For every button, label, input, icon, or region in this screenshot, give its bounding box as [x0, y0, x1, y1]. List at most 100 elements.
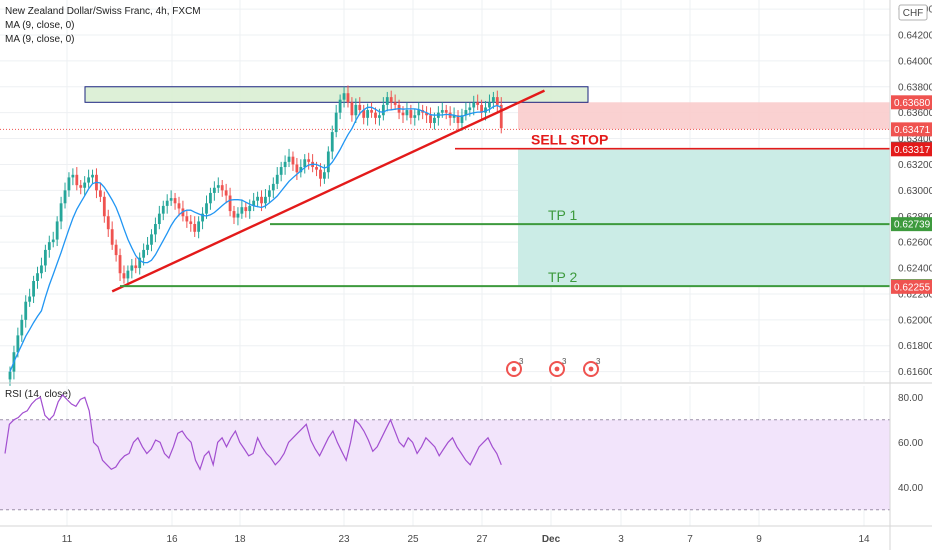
- price-label-text: 0.63317: [894, 145, 931, 156]
- candle: [393, 94, 397, 111]
- candle: [464, 102, 468, 121]
- candle-body: [40, 265, 43, 274]
- candle-body: [177, 203, 181, 209]
- support-trendline[interactable]: [111, 89, 545, 293]
- candle-body: [79, 185, 83, 188]
- candle-body: [232, 211, 236, 218]
- rsi-tick-label[interactable]: 60.00: [898, 438, 923, 449]
- candle-body: [134, 265, 138, 269]
- candle-body: [212, 187, 216, 193]
- candle-body: [20, 319, 24, 336]
- price-tick-label: 0.63600: [898, 108, 932, 119]
- candle-body: [283, 161, 287, 168]
- candle: [47, 235, 51, 258]
- candle-body: [130, 265, 134, 271]
- rsi-legend[interactable]: RSI (14, close): [5, 389, 71, 400]
- candle-body: [425, 112, 428, 116]
- candle-body: [169, 198, 173, 201]
- time-tick-label[interactable]: 16: [166, 534, 178, 545]
- price-tick-label: 0.64200: [898, 30, 932, 41]
- time-tick-label[interactable]: 18: [234, 534, 246, 545]
- candle-body: [110, 229, 114, 245]
- economic-event-badges[interactable]: 3 3 3: [506, 357, 601, 377]
- take-profit-zone[interactable]: [518, 148, 890, 287]
- candle: [303, 154, 307, 174]
- price-axis[interactable]: 0.644000.642000.640000.638000.636000.634…: [898, 5, 932, 379]
- candle: [362, 104, 366, 125]
- time-tick-label[interactable]: 3: [618, 534, 624, 545]
- candle: [169, 190, 173, 206]
- candle-body: [114, 244, 118, 256]
- candle: [43, 244, 47, 272]
- candle-body: [315, 167, 318, 170]
- candle: [460, 108, 464, 131]
- event-badge[interactable]: 3: [583, 357, 601, 377]
- candle: [334, 104, 338, 138]
- candle-body: [189, 221, 193, 225]
- time-tick-label[interactable]: Dec: [542, 534, 561, 545]
- resistance-zone[interactable]: [84, 86, 589, 103]
- price-label-bg: [891, 95, 932, 110]
- tp1-label: TP 1: [548, 207, 578, 223]
- candle-body: [413, 115, 417, 118]
- candle-body: [476, 102, 480, 105]
- candle-body: [28, 296, 32, 302]
- candle-body: [326, 151, 330, 173]
- candle: [495, 90, 499, 113]
- candle: [40, 257, 43, 279]
- candle: [212, 181, 216, 201]
- candle: [291, 151, 295, 171]
- candle-body: [197, 221, 201, 232]
- candle: [381, 97, 385, 121]
- candle-body: [279, 167, 283, 175]
- candle-body: [36, 273, 39, 281]
- time-tick-label[interactable]: 9: [756, 534, 762, 545]
- candle-body: [256, 196, 259, 201]
- time-tick-label[interactable]: 7: [687, 534, 693, 545]
- time-tick-label[interactable]: 23: [338, 534, 350, 545]
- time-axis[interactable]: 11 16 18 23 25 27 Dec 3 7 9 14: [62, 534, 870, 545]
- time-tick-label[interactable]: 27: [476, 534, 488, 545]
- candle: [216, 177, 220, 193]
- candle: [209, 187, 212, 210]
- ma-legend-2[interactable]: MA (9, close, 0): [5, 34, 74, 45]
- rsi-axis[interactable]: 80.00 60.00 40.00: [898, 393, 923, 494]
- stop-loss-zone[interactable]: [518, 102, 890, 130]
- candle: [476, 94, 480, 111]
- candle: [126, 265, 130, 285]
- rsi-tick-label[interactable]: 80.00: [898, 393, 923, 404]
- candle: [118, 248, 122, 281]
- candle-body: [393, 102, 397, 105]
- candle-body: [417, 110, 421, 116]
- candle-body: [429, 115, 432, 124]
- candle: [244, 202, 248, 218]
- event-badge[interactable]: 3: [506, 357, 524, 377]
- candle: [32, 275, 35, 304]
- price-label-bg: [891, 279, 932, 294]
- candle: [102, 191, 106, 223]
- candle: [456, 110, 460, 130]
- time-tick-label[interactable]: 11: [62, 534, 73, 545]
- candle: [134, 257, 138, 274]
- candle: [319, 163, 322, 187]
- currency-badge[interactable]: [898, 4, 928, 21]
- time-tick-label[interactable]: 25: [407, 534, 419, 545]
- candle-body: [118, 255, 122, 274]
- candle-body: [43, 249, 47, 266]
- candle-body: [83, 182, 87, 188]
- candle: [110, 221, 114, 250]
- candle-body: [488, 102, 491, 108]
- candle-body: [173, 198, 177, 204]
- candle: [189, 214, 193, 232]
- time-tick-label[interactable]: 14: [858, 534, 870, 545]
- ma-legend-1[interactable]: MA (9, close, 0): [5, 20, 74, 31]
- candle-body: [405, 110, 409, 116]
- candle: [240, 199, 244, 219]
- candle-body: [220, 185, 224, 191]
- candle: [161, 200, 165, 221]
- candle-body: [366, 110, 370, 118]
- event-badge[interactable]: 3: [549, 357, 567, 377]
- rsi-tick-label[interactable]: 40.00: [898, 483, 923, 494]
- candle: [499, 97, 503, 134]
